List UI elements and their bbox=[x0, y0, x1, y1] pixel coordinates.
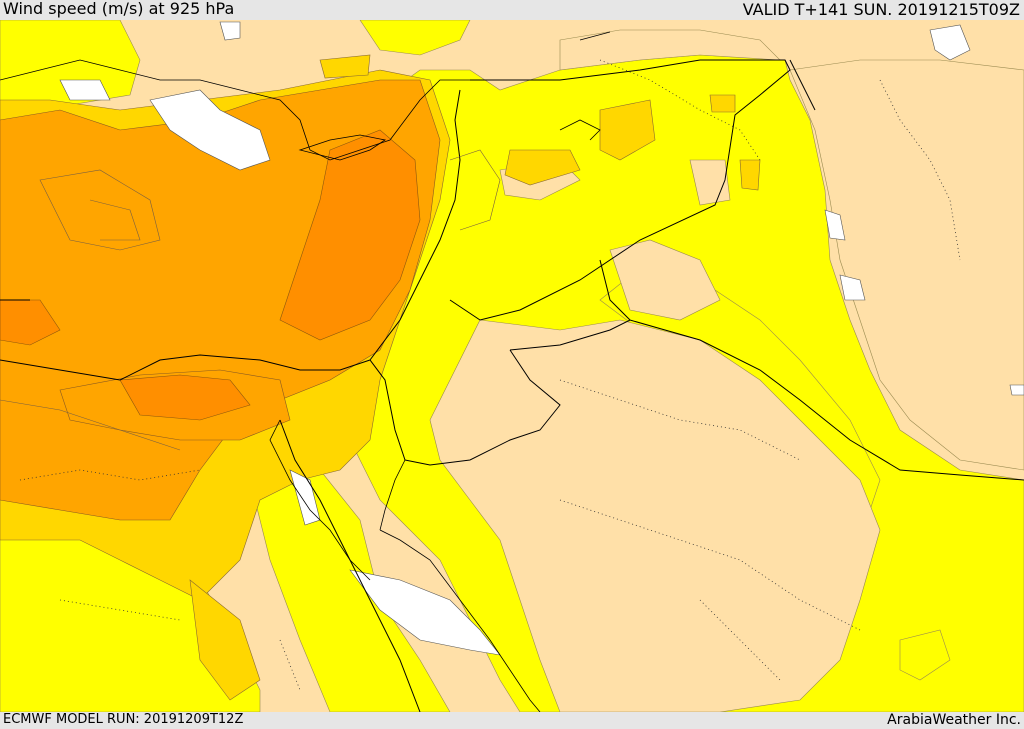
contour-lines bbox=[0, 149, 501, 451]
credit: ArabiaWeather Inc. bbox=[887, 712, 1021, 728]
coastlines bbox=[0, 31, 611, 712]
calm-sea-areas bbox=[59, 21, 1024, 656]
valid-time: VALID T+141 SUN. 20191215T09Z bbox=[742, 0, 1020, 19]
model-run: ECMWF MODEL RUN: 20191209T12Z bbox=[3, 712, 244, 727]
map-title: Wind speed (m/s) at 925 hPa bbox=[3, 0, 235, 18]
header-bar: Wind speed (m/s) at 925 hPa VALID T+141 … bbox=[0, 0, 1024, 20]
admin-borders bbox=[19, 59, 961, 691]
footer-bar: ECMWF MODEL RUN: 20191209T12Z ArabiaWeat… bbox=[0, 712, 1024, 729]
national-borders bbox=[0, 59, 1024, 712]
wind-band-calm-land bbox=[429, 29, 1024, 712]
wind-speed-map bbox=[0, 20, 1024, 712]
wind-band-dark-orange bbox=[0, 129, 421, 421]
